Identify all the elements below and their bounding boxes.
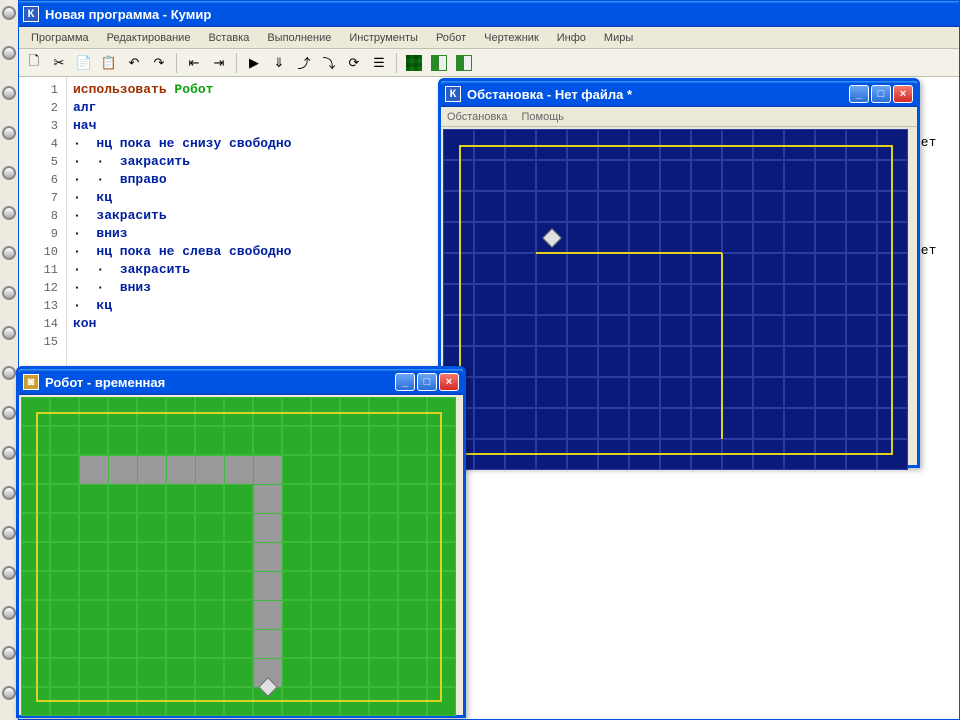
toolbar-step-in-icon[interactable]: ⤵ [318, 52, 340, 74]
toolbar-cut-icon[interactable]: ✂ [48, 52, 70, 74]
toolbar-new-icon[interactable]: 🗋 [23, 52, 45, 74]
obstanovka-window[interactable]: К Обстановка - Нет файла * _ □ × Обстано… [438, 78, 920, 468]
menu-выполнение[interactable]: Выполнение [259, 30, 339, 46]
toolbar-indent-icon[interactable]: ⇥ [208, 52, 230, 74]
main-title: Новая программа - Кумир [45, 7, 211, 22]
app-icon: К [23, 6, 39, 22]
maximize-button[interactable]: □ [871, 85, 891, 103]
toolbar-grid-view-icon[interactable] [403, 52, 425, 74]
obstanovka-icon: К [445, 86, 461, 102]
menu-инфо[interactable]: Инфо [549, 30, 594, 46]
toolbar-restart-icon[interactable]: ⟳ [343, 52, 365, 74]
toolbar-redo-icon[interactable]: ↷ [148, 52, 170, 74]
main-toolbar[interactable]: 🗋✂📄📋↶↷ ⇤⇥ ▶⇓⤴⤵⟳☰ [19, 49, 959, 77]
toolbar-step-icon[interactable]: ⇓ [268, 52, 290, 74]
robot-window[interactable]: ◙ Робот - временная _ □ × [16, 366, 466, 718]
obstanovka-menubar[interactable]: Обстановка Помощь [441, 107, 917, 127]
menu-редактирование[interactable]: Редактирование [99, 30, 199, 46]
menu-вставка[interactable]: Вставка [200, 30, 257, 46]
robot-canvas[interactable] [21, 397, 456, 716]
close-button[interactable]: × [439, 373, 459, 391]
toolbar-run-icon[interactable]: ▶ [243, 52, 265, 74]
main-menubar[interactable]: ПрограммаРедактированиеВставкаВыполнение… [19, 27, 959, 49]
toolbar-outdent-icon[interactable]: ⇤ [183, 52, 205, 74]
menu-чертежник[interactable]: Чертежник [476, 30, 547, 46]
toolbar-list-icon[interactable]: ☰ [368, 52, 390, 74]
toolbar-step-out-icon[interactable]: ⤴ [293, 52, 315, 74]
toolbar-copy-icon[interactable]: 📄 [73, 52, 95, 74]
robot-icon: ◙ [23, 374, 39, 390]
minimize-button[interactable]: _ [395, 373, 415, 391]
main-titlebar[interactable]: К Новая программа - Кумир [19, 1, 959, 27]
toolbar-undo-icon[interactable]: ↶ [123, 52, 145, 74]
robot-title: Робот - временная [45, 375, 165, 390]
obstanovka-canvas[interactable] [443, 129, 908, 470]
toolbar-half-view-icon[interactable] [428, 52, 450, 74]
menu-миры[interactable]: Миры [596, 30, 641, 46]
robot-titlebar[interactable]: ◙ Робот - временная _ □ × [19, 369, 463, 395]
menu-инструменты[interactable]: Инструменты [341, 30, 426, 46]
maximize-button[interactable]: □ [417, 373, 437, 391]
menu-робот[interactable]: Робот [428, 30, 474, 46]
obst-menu-помощь[interactable]: Помощь [521, 111, 564, 123]
obstanovka-title: Обстановка - Нет файла * [467, 87, 632, 102]
close-button[interactable]: × [893, 85, 913, 103]
toolbar-half-view-2-icon[interactable] [453, 52, 475, 74]
toolbar-paste-icon[interactable]: 📋 [98, 52, 120, 74]
obstanovka-titlebar[interactable]: К Обстановка - Нет файла * _ □ × [441, 81, 917, 107]
minimize-button[interactable]: _ [849, 85, 869, 103]
menu-программа[interactable]: Программа [23, 30, 97, 46]
obst-menu-обстановка[interactable]: Обстановка [447, 111, 507, 123]
